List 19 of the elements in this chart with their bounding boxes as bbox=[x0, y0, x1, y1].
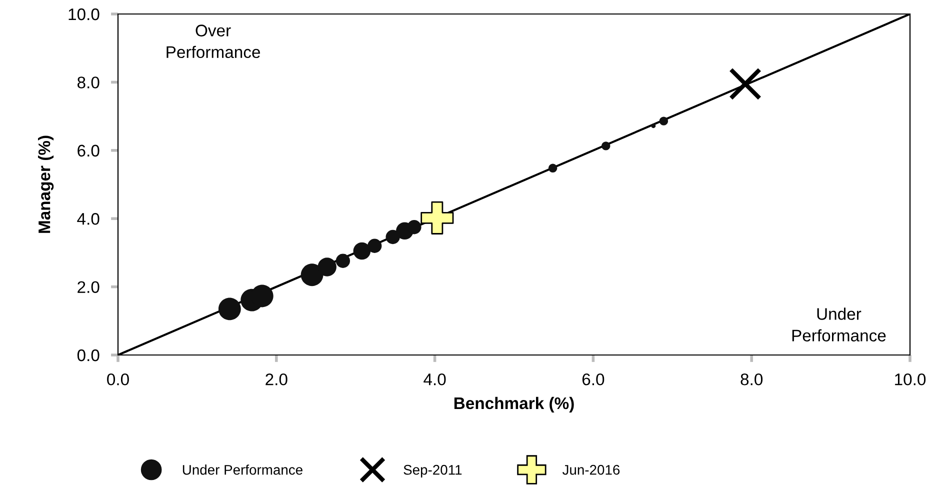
legend-label: Jun-2016 bbox=[562, 464, 620, 475]
x-tick-label: 8.0 bbox=[740, 373, 763, 386]
y-tick-label: 6.0 bbox=[78, 144, 100, 157]
x-tick-label: 2.0 bbox=[266, 373, 288, 386]
x-tick-label: 10.0 bbox=[895, 373, 926, 386]
y-tick-label: 2.0 bbox=[78, 281, 100, 294]
y-tick-label: 10.0 bbox=[68, 8, 100, 20]
y-tick-label: 4.0 bbox=[77, 213, 100, 225]
x-tick-label: 4.0 bbox=[424, 373, 446, 386]
legend-label: Under Performance bbox=[182, 464, 302, 475]
x-tick-label: 6.0 bbox=[582, 373, 604, 386]
x-axis-title: Benchmark (%) bbox=[454, 396, 574, 412]
annotation: Under Performance bbox=[792, 308, 886, 342]
y-tick-label: 0.0 bbox=[77, 349, 100, 362]
y-tick-label: 8.0 bbox=[78, 76, 100, 88]
y-axis-title: Manager (%) bbox=[38, 136, 54, 233]
legend-label: Sep-2011 bbox=[404, 464, 462, 478]
x-tick-label: 0.0 bbox=[107, 373, 129, 386]
annotation: Over Performance bbox=[166, 24, 260, 58]
